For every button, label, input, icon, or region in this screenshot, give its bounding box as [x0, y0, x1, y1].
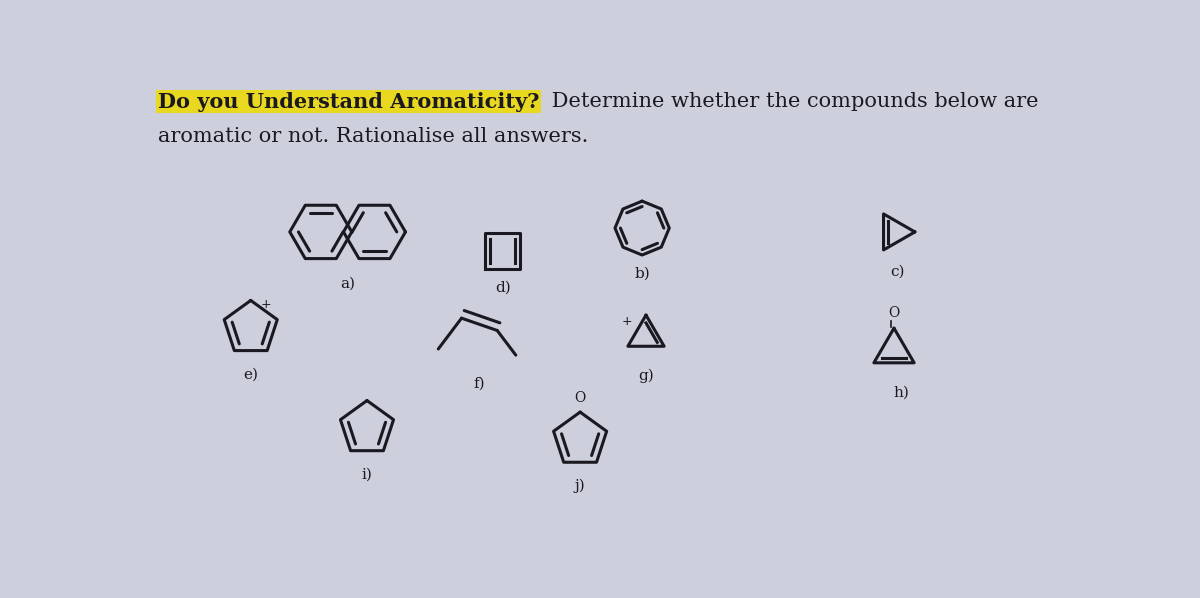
Text: Determine whether the compounds below are: Determine whether the compounds below ar… [545, 91, 1039, 111]
Text: b): b) [635, 267, 650, 280]
Text: a): a) [340, 277, 355, 291]
Text: f): f) [474, 377, 485, 390]
Text: h): h) [894, 386, 910, 400]
Text: O: O [575, 391, 586, 405]
Text: g): g) [638, 368, 654, 383]
Text: Do you Understand Aromaticity?: Do you Understand Aromaticity? [157, 91, 539, 112]
Text: d): d) [494, 280, 510, 294]
Text: +: + [260, 298, 271, 311]
Text: c): c) [890, 264, 905, 278]
Text: e): e) [244, 367, 258, 382]
Text: aromatic or not. Rationalise all answers.: aromatic or not. Rationalise all answers… [157, 127, 588, 146]
Text: +: + [622, 315, 632, 328]
Text: i): i) [361, 468, 372, 481]
Text: j): j) [575, 479, 586, 493]
Text: O: O [888, 306, 900, 321]
